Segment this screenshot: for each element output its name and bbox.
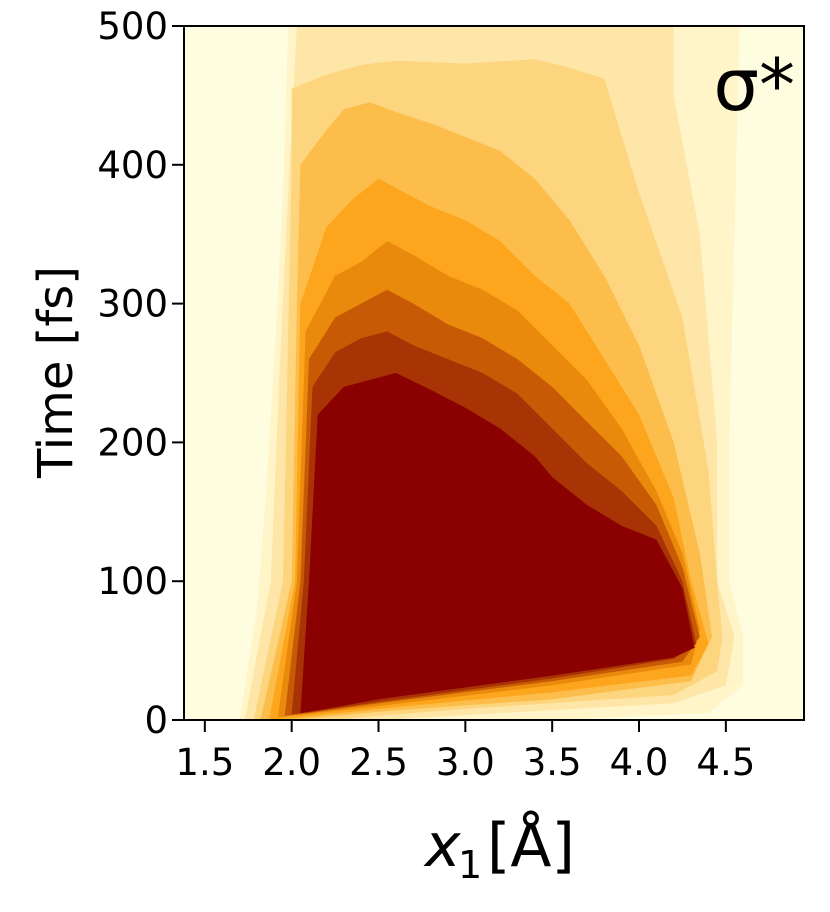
sigma-star-annotation: σ* (713, 43, 795, 127)
x-tick-label: 3.0 (436, 741, 495, 784)
x-tick-label: 2.0 (262, 741, 321, 784)
y-tick-label: 400 (97, 144, 168, 187)
contour-fills (239, 26, 744, 720)
contour-level-9 (300, 373, 695, 714)
y-tick-label: 300 (97, 283, 168, 326)
x-axis-label-subscript: 1 (458, 843, 482, 887)
plot-frame (183, 25, 805, 721)
x-tick-label: 4.5 (696, 741, 755, 784)
x-tick-label: 2.5 (349, 741, 408, 784)
y-axis-ticks: 0 100 200 300 400 500 (97, 5, 184, 742)
y-axis-label: Time [fs] (28, 266, 84, 479)
x-tick-label: 3.5 (523, 741, 582, 784)
x-axis-ticks: 1.5 2.0 2.5 3.0 3.5 4.0 4.5 (175, 720, 755, 784)
y-tick-label: 200 (97, 421, 168, 464)
x-axis-label-unit: [Å] (487, 810, 575, 881)
y-tick-label: 0 (144, 699, 168, 742)
x-tick-label: 1.5 (175, 741, 234, 784)
y-tick-label: 500 (97, 5, 168, 48)
x-axis-label-symbol: x (423, 811, 461, 881)
y-tick-label: 100 (97, 560, 168, 603)
x-tick-label: 4.0 (610, 741, 669, 784)
x-axis-label: x 1 [Å] (423, 810, 575, 887)
